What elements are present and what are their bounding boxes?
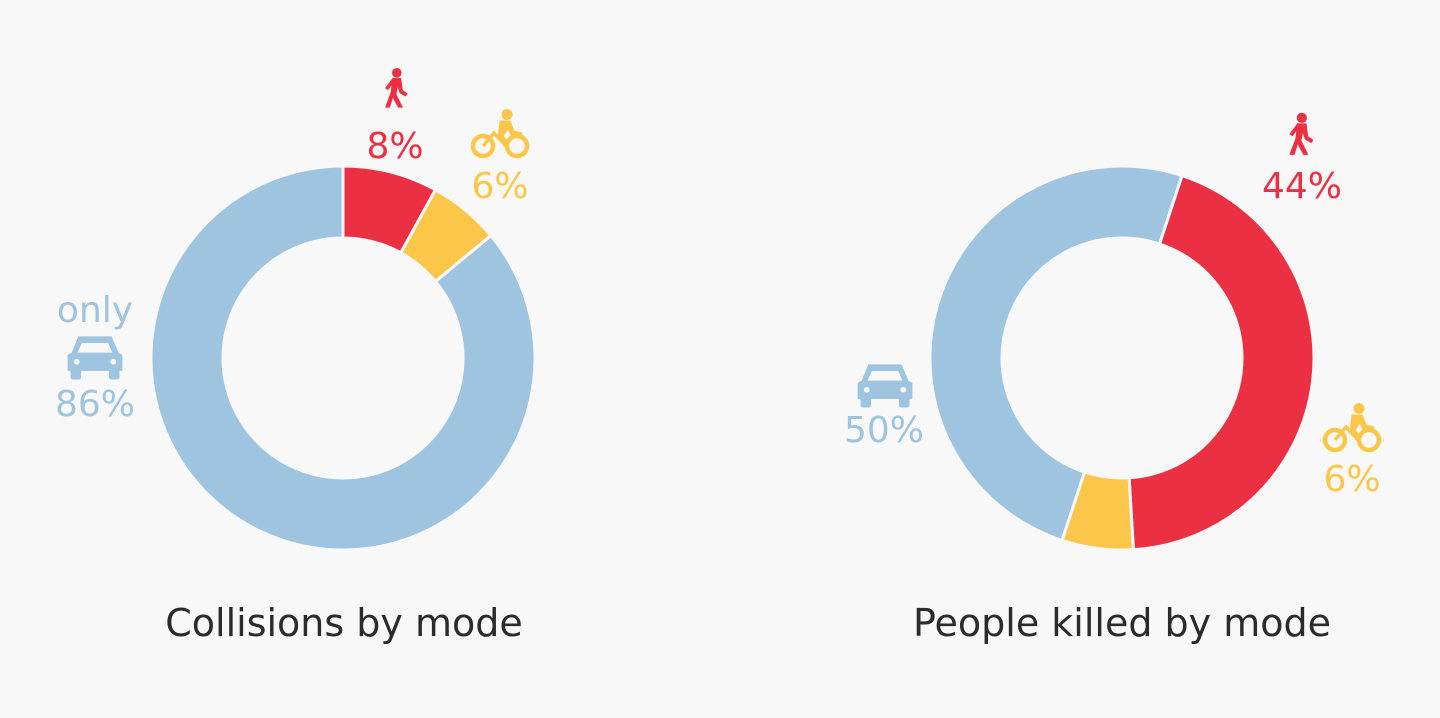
car-percent-label: 86%	[55, 384, 135, 425]
bicycle-percent-label: 6%	[1323, 459, 1380, 500]
pedestrian-percent-label: 8%	[366, 126, 423, 167]
car-label-prefix: only	[57, 290, 133, 331]
car-slice	[928, 164, 1184, 543]
collisions-donut-chart: 8% 6% only 86%	[55, 68, 537, 552]
car-slice	[149, 164, 537, 552]
pedestrian-icon	[1289, 112, 1314, 155]
people-killed-chart-title: People killed by mode	[913, 601, 1331, 645]
collisions-chart-title: Collisions by mode	[165, 601, 522, 645]
bicycle-icon	[1325, 404, 1379, 451]
pedestrian-percent-label: 44%	[1262, 166, 1342, 207]
bicycle-icon	[473, 110, 527, 157]
car-icon	[67, 336, 123, 380]
bicycle-percent-label: 6%	[471, 166, 528, 207]
car-percent-label: 50%	[844, 410, 924, 451]
car-icon	[857, 364, 913, 408]
people-killed-donut-chart: 44% 6% 50%	[844, 112, 1381, 552]
pedestrian-icon	[385, 68, 408, 108]
pedestrian-slice	[1127, 173, 1316, 552]
